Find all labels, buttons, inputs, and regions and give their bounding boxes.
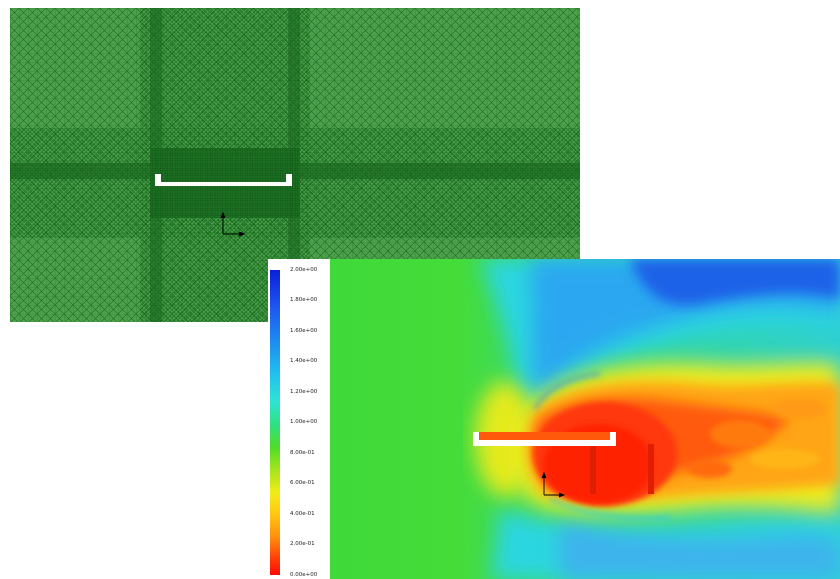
- axis-triad-icon: [220, 211, 246, 237]
- contour-field-image: [330, 259, 840, 579]
- colorbar: [270, 270, 280, 575]
- legend-label: 4.00e-01: [290, 511, 315, 517]
- legend-label: 6.00e-01: [290, 480, 315, 486]
- legend-label: 0.00e+00: [290, 572, 318, 578]
- mesh-view: [10, 8, 580, 322]
- legend-label: 8.00e-01: [290, 450, 315, 456]
- mesh-grid-image: [10, 8, 580, 322]
- legend-label: 1.60e+00: [290, 328, 318, 334]
- body-cavity: [479, 432, 610, 440]
- body-geometry-cutout: [155, 174, 292, 186]
- contour-field: [330, 259, 840, 579]
- color-legend: 2.00e+00 1.80e+00 1.60e+00 1.40e+00 1.20…: [268, 259, 330, 579]
- legend-label: 2.00e-01: [290, 541, 315, 547]
- legend-label: 1.40e+00: [290, 358, 318, 364]
- legend-label: 2.00e+00: [290, 267, 318, 273]
- contour-view: 2.00e+00 1.80e+00 1.60e+00 1.40e+00 1.20…: [268, 259, 840, 579]
- strut-right: [648, 444, 654, 494]
- strut-left: [590, 444, 596, 494]
- axis-triad-icon: [541, 471, 566, 498]
- legend-label: 1.80e+00: [290, 297, 318, 303]
- legend-label: 1.00e+00: [290, 419, 318, 425]
- legend-label: 1.20e+00: [290, 389, 318, 395]
